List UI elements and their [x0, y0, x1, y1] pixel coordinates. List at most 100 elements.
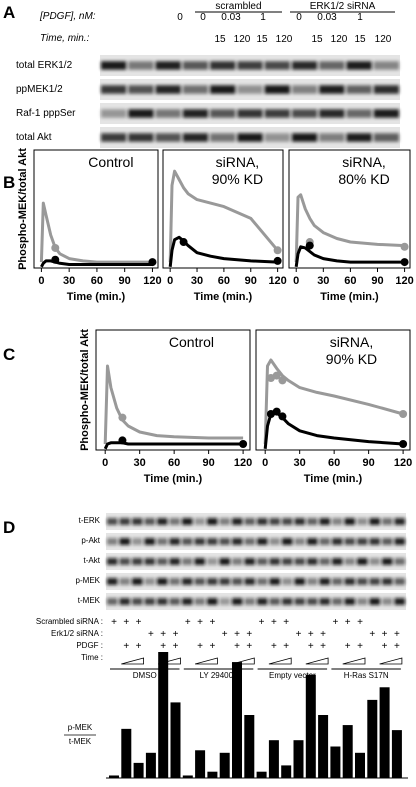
blot-band — [207, 558, 218, 565]
blot-label: t-Akt — [84, 556, 101, 565]
time-ramp — [342, 657, 366, 665]
blot-label: t-ERK — [79, 516, 101, 525]
blot-band — [128, 85, 154, 94]
table-mark: + — [271, 641, 277, 652]
blot-band — [207, 578, 218, 585]
blot-band — [373, 61, 399, 70]
time-value: 15 — [214, 34, 226, 45]
blot-band — [382, 578, 393, 585]
blot-band — [169, 578, 180, 585]
table-mark: + — [382, 641, 388, 652]
x-tick-label: 30 — [134, 457, 146, 469]
fit-curve — [168, 169, 279, 263]
table-mark: + — [148, 629, 154, 640]
pdgf-value: 1 — [260, 12, 266, 23]
blot-band — [269, 598, 280, 605]
chart-title: siRNA, — [330, 334, 374, 350]
blot-band — [269, 538, 280, 545]
blot-band — [232, 518, 243, 525]
data-point — [51, 255, 60, 264]
data-point — [400, 258, 409, 267]
blot-band — [344, 598, 355, 605]
data-point — [273, 246, 282, 255]
x-tick-label: 60 — [344, 275, 356, 287]
x-tick-label: 0 — [293, 275, 299, 287]
blot-band — [182, 598, 193, 605]
blot-band — [210, 85, 236, 94]
table-mark: + — [369, 629, 375, 640]
data-point — [399, 410, 408, 418]
bar — [170, 702, 181, 778]
blot-band — [394, 518, 405, 525]
table-mark: + — [136, 617, 142, 628]
table-mark: + — [234, 629, 240, 640]
x-tick-label: 120 — [394, 457, 412, 469]
table-mark: + — [222, 629, 228, 640]
bar — [133, 762, 144, 778]
blot-band — [182, 85, 209, 94]
blot-band — [157, 598, 168, 605]
bar — [195, 750, 206, 778]
blot-band — [182, 518, 193, 525]
blot-band — [194, 598, 205, 605]
blot-band — [210, 133, 236, 142]
bar — [318, 715, 329, 778]
x-tick-label: 0 — [102, 457, 108, 469]
blot-band — [107, 598, 118, 605]
x-tick-label: 90 — [203, 457, 215, 469]
blot-band — [144, 578, 155, 585]
table-mark: + — [345, 641, 351, 652]
blot-band — [264, 109, 290, 118]
x-tick-label: 0 — [262, 457, 268, 469]
table-mark: + — [246, 641, 252, 652]
blot-band — [332, 518, 343, 525]
bar — [256, 771, 267, 778]
blot-band — [155, 61, 181, 70]
fit-curve — [103, 364, 244, 445]
time-ramp — [379, 657, 403, 665]
table-mark: + — [259, 617, 265, 628]
bar — [145, 752, 156, 778]
x-axis-label: Time (min.) — [144, 473, 203, 485]
blot-band — [319, 518, 330, 525]
group-label: LY 294002 — [200, 671, 239, 680]
blot-band — [332, 538, 343, 545]
time-value: 15 — [354, 34, 366, 45]
blot-band — [346, 61, 372, 70]
data-point — [118, 413, 127, 422]
bar — [391, 730, 402, 778]
blot-band — [232, 578, 243, 585]
bar — [219, 752, 230, 778]
blot-band — [207, 518, 218, 525]
blot-band — [319, 538, 330, 545]
fit-curve — [263, 411, 404, 449]
blot-band — [237, 109, 263, 118]
blot-band — [282, 538, 293, 545]
time-value: 120 — [276, 34, 293, 45]
blot-band — [382, 598, 393, 605]
blot-band — [132, 578, 143, 585]
data-point — [278, 412, 287, 421]
blot-band — [169, 538, 180, 545]
blot-band — [319, 109, 345, 118]
chart-title: 90% KD — [212, 171, 263, 187]
blot-band — [219, 578, 230, 585]
blot-band — [244, 558, 255, 565]
bar — [182, 775, 193, 778]
blot-band — [219, 538, 230, 545]
table-label: Scrambled siRNA : — [36, 617, 103, 626]
blot-band — [369, 558, 380, 565]
blot-band — [291, 61, 318, 70]
table-mark: + — [123, 617, 129, 628]
blot-label: Raf-1 pppSer — [16, 108, 76, 119]
x-axis-label: Time (min.) — [320, 291, 379, 303]
x-tick-label: 120 — [268, 275, 286, 287]
blot-band — [157, 538, 168, 545]
chart-title: siRNA, — [216, 154, 260, 170]
blot-band — [101, 133, 127, 142]
blot-band — [257, 538, 268, 545]
group-label: Empty vector — [269, 671, 316, 680]
time-ramp — [121, 657, 144, 665]
